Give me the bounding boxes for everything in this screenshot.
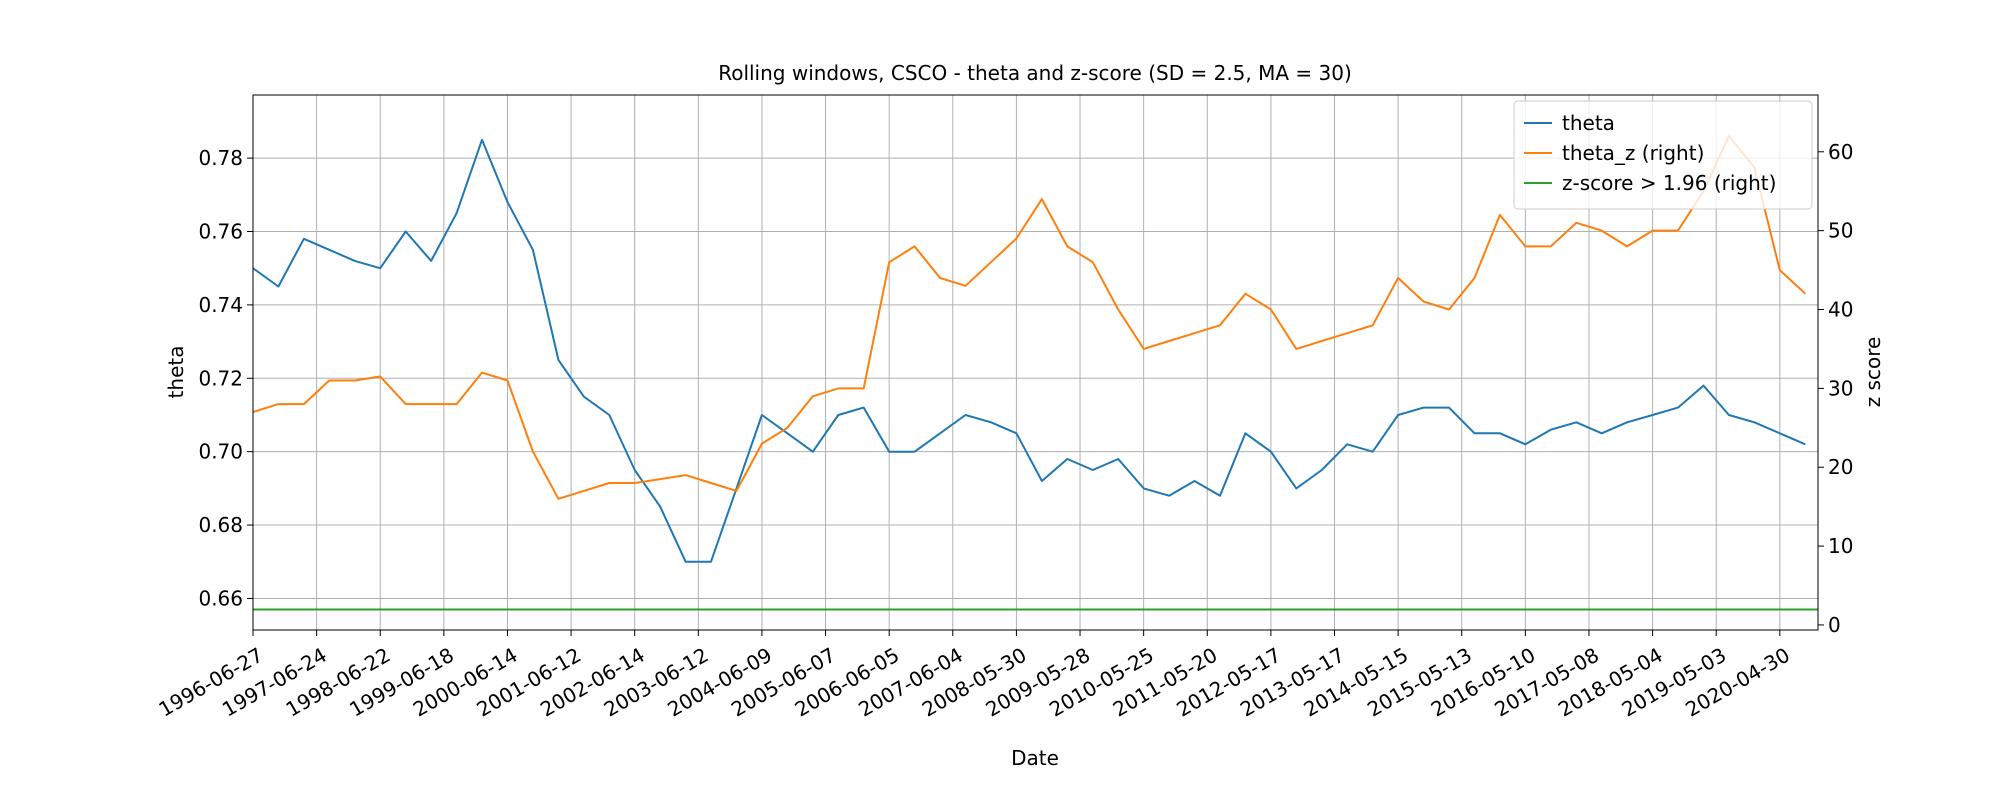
legend-label: theta_z (right) [1562, 141, 1704, 165]
y2-tick-label: 20 [1828, 455, 1853, 479]
series-line [252, 138, 1806, 563]
y-tick-label: 0.72 [198, 366, 243, 390]
y-tick-label: 0.74 [198, 293, 243, 317]
y-tick-label: 0.68 [198, 513, 243, 537]
y-tick-label: 0.76 [198, 220, 243, 244]
y2-tick-label: 60 [1828, 140, 1853, 164]
x-axis-label: Date [1011, 746, 1059, 770]
legend-label: z-score > 1.96 (right) [1562, 171, 1776, 195]
y2-tick-label: 30 [1828, 376, 1853, 400]
chart-title: Rolling windows, CSCO - theta and z-scor… [718, 61, 1352, 85]
y-tick-label: 0.70 [198, 440, 243, 464]
y2-axis-label: z score [1861, 337, 1885, 408]
y2-tick-label: 10 [1828, 534, 1853, 558]
series-line [252, 135, 1806, 500]
y-tick-label: 0.66 [198, 586, 243, 610]
plot-frame [252, 94, 1819, 631]
y2-tick-label: 50 [1828, 219, 1853, 243]
y2-tick-label: 40 [1828, 298, 1853, 322]
y2-tick-label: 0 [1828, 613, 1841, 637]
legend-label: theta [1562, 111, 1615, 135]
legend: theta theta_z (right) z-score > 1.96 (righ… [1513, 100, 1813, 210]
legend-box [1513, 100, 1813, 210]
y-tick-label: 0.78 [198, 146, 243, 170]
y-axis-label: theta [164, 346, 188, 399]
